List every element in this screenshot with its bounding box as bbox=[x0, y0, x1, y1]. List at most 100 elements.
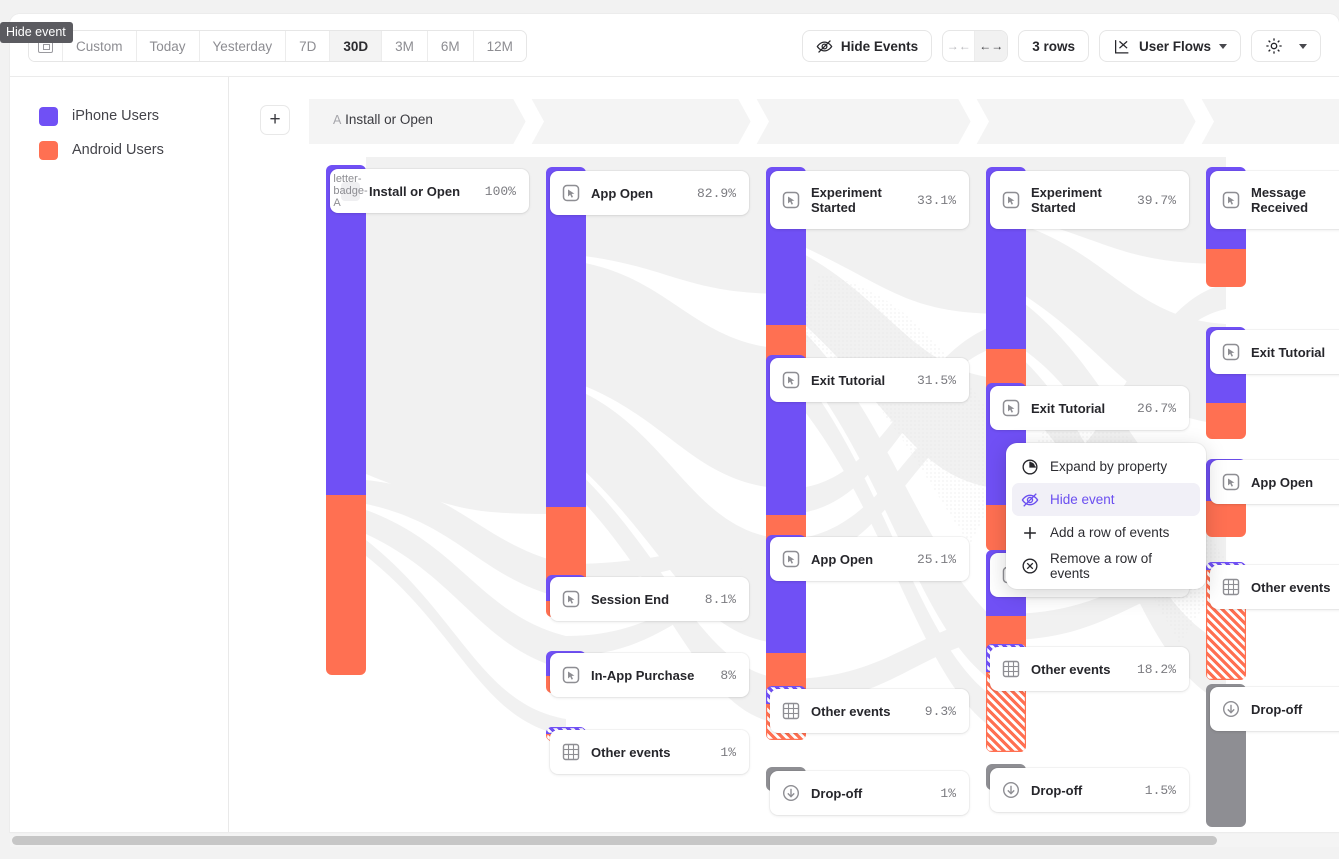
horizontal-scrollbar[interactable] bbox=[10, 834, 1339, 847]
rows-count-label: 3 rows bbox=[1032, 38, 1075, 54]
legend-label-android: Android Users bbox=[72, 142, 164, 158]
event-cursor-icon bbox=[562, 590, 580, 608]
bar-seg-iphone bbox=[546, 167, 586, 507]
step-badge-a: A bbox=[333, 113, 342, 127]
node-session-end[interactable]: Session End 8.1% bbox=[550, 577, 749, 621]
node-dropoff-c4[interactable]: Drop-off bbox=[1210, 687, 1339, 731]
node-percent: 31.5% bbox=[916, 372, 956, 388]
context-menu-item-remove-row[interactable]: Remove a row of events bbox=[1012, 549, 1200, 582]
visualization-type-label: User Flows bbox=[1138, 38, 1211, 54]
date-range-30d[interactable]: 30D bbox=[330, 31, 383, 61]
node-label: App Open bbox=[1251, 474, 1314, 490]
node-app-open-c2[interactable]: App Open 25.1% bbox=[770, 537, 969, 581]
node-percent: 8.1% bbox=[704, 591, 736, 607]
step-separator-1 bbox=[510, 99, 544, 144]
date-range-6m[interactable]: 6M bbox=[427, 31, 474, 61]
add-column-button[interactable]: + bbox=[260, 105, 290, 135]
node-exit-tutorial-c2[interactable]: Exit Tutorial 31.5% bbox=[770, 358, 969, 402]
step-header-strip: A Install or Open bbox=[309, 99, 1339, 144]
grid-icon bbox=[562, 743, 580, 761]
plus-icon bbox=[1024, 526, 1036, 539]
node-label: Drop-off bbox=[1031, 782, 1083, 798]
hide-events-button[interactable]: Hide Events bbox=[801, 30, 933, 62]
event-cursor-icon bbox=[782, 191, 800, 209]
node-label: Message Received bbox=[1251, 185, 1309, 215]
rows-count-button[interactable]: 3 rows bbox=[1018, 30, 1089, 62]
remove-circle-icon bbox=[1022, 557, 1038, 574]
toolbar: Custom Today Yesterday 7D 30D 3M 6M 12M … bbox=[10, 14, 1339, 77]
event-cursor-icon bbox=[1002, 399, 1020, 417]
visualization-type-button[interactable]: User Flows bbox=[1098, 30, 1241, 62]
toolbar-right-group: Hide Events →← ←→ 3 rows User Flows bbox=[801, 30, 1321, 62]
node-other-events-c2[interactable]: Other events 9.3% bbox=[770, 689, 969, 733]
grid-icon bbox=[1222, 578, 1240, 596]
node-label: App Open bbox=[591, 185, 654, 201]
node-other-events-c1[interactable]: Other events 1% bbox=[550, 730, 749, 774]
step-separator-2 bbox=[735, 99, 769, 144]
settings-button[interactable] bbox=[1251, 30, 1321, 62]
expand-width-button[interactable]: ←→ bbox=[975, 31, 1008, 61]
event-cursor-icon bbox=[1002, 191, 1020, 209]
node-install-or-open[interactable]: letter-badge-A Install or Open 100% bbox=[330, 169, 529, 213]
date-range-selector[interactable]: Custom Today Yesterday 7D 30D 3M 6M 12M bbox=[28, 30, 527, 62]
bar-seg-android bbox=[1206, 403, 1246, 439]
settings-chevron-down-icon bbox=[1299, 43, 1307, 49]
hide-event-tooltip: Hide event bbox=[0, 22, 73, 43]
bar-seg-android bbox=[1206, 501, 1246, 537]
date-range-12m[interactable]: 12M bbox=[473, 31, 526, 61]
node-exit-tutorial-c3[interactable]: Exit Tutorial 26.7% bbox=[990, 386, 1189, 430]
horizontal-scrollbar-thumb[interactable] bbox=[12, 836, 1217, 845]
context-menu-item-expand-by-property[interactable]: Expand by property bbox=[1012, 450, 1200, 483]
bar-seg-iphone bbox=[326, 165, 366, 495]
node-label: Other events bbox=[591, 744, 671, 760]
node-label: Session End bbox=[591, 591, 670, 607]
bar-seg-android bbox=[1206, 249, 1246, 287]
date-range-today[interactable]: Today bbox=[136, 31, 200, 61]
context-menu-item-add-row[interactable]: Add a row of events bbox=[1012, 516, 1200, 549]
node-label: Exit Tutorial bbox=[1031, 400, 1106, 416]
node-dropoff-c2[interactable]: Drop-off 1% bbox=[770, 771, 969, 815]
node-other-events-c4[interactable]: Other events bbox=[1210, 565, 1339, 609]
node-experiment-started-c3[interactable]: Experiment Started 39.7% bbox=[990, 171, 1189, 229]
node-percent: 1% bbox=[940, 785, 956, 801]
node-in-app-purchase[interactable]: In-App Purchase 8% bbox=[550, 653, 749, 697]
node-percent: 26.7% bbox=[1136, 400, 1176, 416]
context-menu-label: Remove a row of events bbox=[1050, 550, 1153, 581]
legend-item-android[interactable]: Android Users bbox=[10, 133, 228, 167]
node-label: Other events bbox=[1031, 661, 1111, 677]
node-label: Experiment Started bbox=[811, 185, 882, 215]
node-app-open-c1[interactable]: App Open 82.9% bbox=[550, 171, 749, 215]
node-message-received-c4[interactable]: Message Received bbox=[1210, 171, 1339, 229]
dropoff-icon bbox=[1222, 700, 1240, 718]
context-menu-label: Hide event bbox=[1050, 492, 1115, 507]
node-percent: 18.2% bbox=[1136, 661, 1176, 677]
node-experiment-started-c2[interactable]: Experiment Started 33.1% bbox=[770, 171, 969, 229]
node-dropoff-c3[interactable]: Drop-off 1.5% bbox=[990, 768, 1189, 812]
date-range-custom[interactable]: Custom bbox=[63, 31, 137, 61]
event-cursor-icon bbox=[1222, 343, 1240, 361]
node-exit-tutorial-c4[interactable]: Exit Tutorial bbox=[1210, 330, 1339, 374]
context-menu-item-hide-event[interactable]: Hide event bbox=[1012, 483, 1200, 516]
user-flows-chart: + A Install or Open bbox=[230, 77, 1339, 832]
node-label: App Open bbox=[811, 551, 874, 567]
gear-icon bbox=[1266, 38, 1282, 54]
hide-eye-icon bbox=[816, 39, 833, 53]
step-header-step-0[interactable]: A Install or Open bbox=[333, 112, 433, 127]
node-label: Experiment Started bbox=[1031, 185, 1102, 215]
date-range-yesterday[interactable]: Yesterday bbox=[199, 31, 287, 61]
node-label: Drop-off bbox=[811, 785, 863, 801]
node-other-events-c3[interactable]: Other events 18.2% bbox=[990, 647, 1189, 691]
node-app-open-c4[interactable]: App Open bbox=[1210, 460, 1339, 504]
hide-eye-icon bbox=[1021, 492, 1039, 507]
date-range-3m[interactable]: 3M bbox=[382, 31, 428, 61]
legend-item-iphone[interactable]: iPhone Users bbox=[10, 99, 228, 133]
flow-nodes: letter-badge-A Install or Open 100% App … bbox=[230, 77, 1339, 832]
event-cursor-icon bbox=[1222, 191, 1240, 209]
bar-app-open-c1[interactable] bbox=[546, 167, 586, 599]
date-range-7d[interactable]: 7D bbox=[286, 31, 331, 61]
collapse-width-button[interactable]: →← bbox=[943, 31, 976, 61]
node-label: Install or Open bbox=[369, 183, 461, 199]
node-percent: 39.7% bbox=[1136, 192, 1176, 208]
bar-install-or-open[interactable] bbox=[326, 165, 366, 675]
context-menu-label: Add a row of events bbox=[1050, 525, 1170, 540]
